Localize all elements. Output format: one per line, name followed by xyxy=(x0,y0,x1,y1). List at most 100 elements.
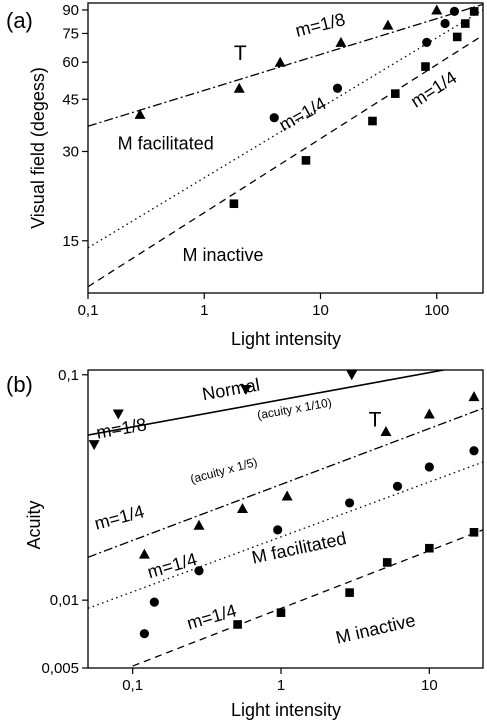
data-point-triangle-up xyxy=(468,391,480,402)
data-point-circle xyxy=(269,113,279,123)
data-point-circle xyxy=(149,597,159,607)
data-point-circle xyxy=(440,18,450,29)
data-point-square xyxy=(368,116,377,126)
fit-line-dashed xyxy=(88,34,483,288)
data-point-triangle-up xyxy=(335,36,347,47)
x-tick-label: 0,1 xyxy=(122,677,143,694)
curve-annotation: m=1/4 xyxy=(407,67,460,111)
x-tick-label: 10 xyxy=(421,677,438,694)
data-point-triangle-up xyxy=(431,4,443,15)
fit-line-dashdot xyxy=(88,407,483,558)
data-point-triangle-up xyxy=(382,19,394,30)
panel-b-x-axis-title: Light intensity xyxy=(231,700,341,720)
y-tick-label: 75 xyxy=(62,25,79,42)
curve-annotation: (acuity x 1/10) xyxy=(256,395,333,422)
data-point-square xyxy=(425,543,434,553)
panel-a-annotations: Tm=1/8 M facilitated m=1/4 m=1/4 M inactive xyxy=(118,9,461,265)
fit-line-dashed xyxy=(132,529,483,667)
data-point-circle xyxy=(194,566,204,576)
y-tick-label: 0,1 xyxy=(58,367,79,384)
data-point-square xyxy=(301,156,311,165)
data-point-square xyxy=(345,588,354,597)
data-point-square xyxy=(452,32,462,42)
curve-annotation: T xyxy=(234,42,247,65)
curve-annotation: m=1/4 xyxy=(92,501,146,533)
data-point-circle xyxy=(344,498,355,508)
y-tick-label: 0,005 xyxy=(41,660,79,677)
curve-annotation: m=1/8 xyxy=(293,9,347,41)
panel-a-fit-lines xyxy=(88,3,483,288)
curve-annotation: M facilitated xyxy=(118,133,214,153)
x-tick-label: 0,1 xyxy=(78,302,99,319)
data-point-square xyxy=(382,558,392,567)
panel-a-y-axis-title: Visual field (degess) xyxy=(28,67,48,229)
data-point-square xyxy=(233,620,242,629)
panel-a-markers xyxy=(134,4,479,209)
fit-line-solid xyxy=(88,370,444,436)
fit-line-dotted xyxy=(88,9,483,249)
data-point-square xyxy=(460,19,470,28)
x-tick-label: 1 xyxy=(277,677,285,694)
data-point-circle xyxy=(449,6,460,17)
data-point-square xyxy=(469,7,479,16)
data-point-square xyxy=(469,528,479,537)
data-point-square xyxy=(421,62,430,71)
panel-b-chart: (b) 0,1 1 10 0,005 0,01 0,1 Normal m=1/8 (acuit… xyxy=(6,367,484,720)
data-point-triangle-up xyxy=(193,519,205,530)
data-point-circle xyxy=(422,37,432,47)
data-point-triangle-up xyxy=(134,108,146,119)
panel-b-label: (b) xyxy=(6,372,33,397)
data-point-square xyxy=(276,608,286,617)
data-point-triangle-up xyxy=(236,503,248,514)
panel-b-markers xyxy=(88,370,480,639)
data-point-triangle-down xyxy=(88,440,100,451)
y-tick-label: 30 xyxy=(62,143,79,160)
data-point-circle xyxy=(469,446,479,456)
curve-annotation: Normal xyxy=(201,375,262,405)
panel-b-y-axis-title: Acuity xyxy=(24,500,44,549)
panel-a-x-axis-title: Light intensity xyxy=(231,329,341,349)
data-point-triangle-down xyxy=(112,409,124,420)
data-point-triangle-up xyxy=(274,56,286,67)
fit-line-dashdot xyxy=(88,3,483,127)
curve-annotation: m=1/8 xyxy=(95,414,148,442)
panel-b-ticks: 0,1 1 10 0,005 0,01 0,1 xyxy=(41,367,437,694)
curve-annotation: m=1/4 xyxy=(185,600,239,633)
x-tick-label: 100 xyxy=(424,302,449,319)
data-point-triangle-up xyxy=(233,82,245,93)
data-point-circle xyxy=(332,83,343,93)
data-point-triangle-up xyxy=(380,426,392,437)
panel-b-fit-lines xyxy=(88,370,483,667)
curve-annotation: m=1/4 xyxy=(276,93,330,135)
y-tick-label: 45 xyxy=(62,91,79,108)
panel-a-ticks: 0,1 1 10 100 15 30 45 60 75 90 xyxy=(62,2,449,319)
panel-a-label: (a) xyxy=(6,8,33,33)
panel-a-chart: (a) 0,1 1 10 100 15 30 45 60 75 90 Tm=1/8 M facili… xyxy=(6,2,484,349)
data-point-triangle-down xyxy=(346,370,358,381)
y-tick-label: 15 xyxy=(62,233,79,250)
panel-b-annotations: Normal m=1/8 (acuity x 1/10) T (acuity x 1/5… xyxy=(92,375,417,648)
curve-annotation: M inactive xyxy=(182,245,263,265)
data-point-square xyxy=(390,89,400,98)
fit-line-dotted xyxy=(88,461,483,609)
curve-annotation: (acuity x 1/5) xyxy=(189,455,259,486)
data-point-triangle-up xyxy=(138,548,150,559)
curve-annotation: M facilitated xyxy=(250,528,348,568)
y-tick-label: 90 xyxy=(62,2,79,19)
data-point-triangle-down xyxy=(240,385,252,396)
data-point-circle xyxy=(424,462,434,472)
data-point-circle xyxy=(273,525,283,535)
data-point-circle xyxy=(139,629,150,639)
curve-annotation: M inactive xyxy=(334,610,417,648)
data-point-triangle-up xyxy=(281,490,293,501)
curve-annotation: T xyxy=(369,408,382,431)
panel-a-frame xyxy=(87,2,484,294)
panel-b-frame xyxy=(87,369,484,669)
data-point-square xyxy=(229,199,239,209)
y-tick-label: 60 xyxy=(62,54,79,71)
x-tick-label: 10 xyxy=(312,302,329,319)
data-point-triangle-up xyxy=(423,408,435,419)
y-tick-label: 0,01 xyxy=(50,592,79,609)
x-tick-label: 1 xyxy=(200,302,208,319)
